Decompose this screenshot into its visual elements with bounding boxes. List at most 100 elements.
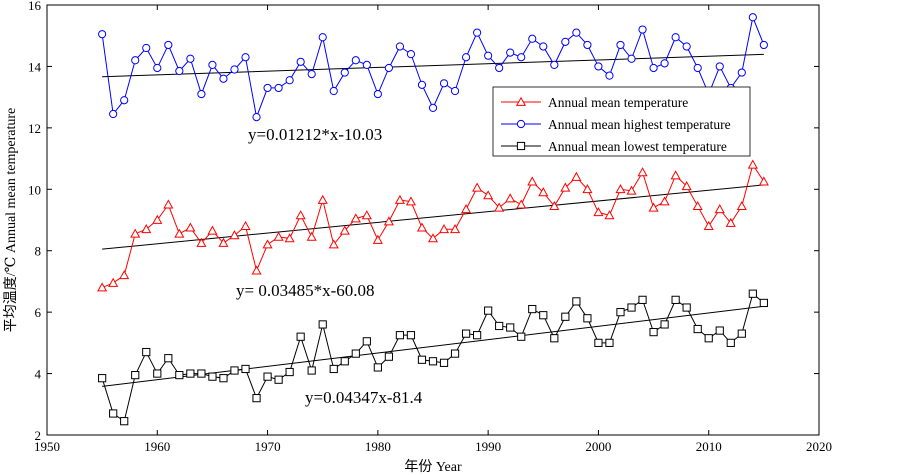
data-point (384, 352, 393, 361)
data-point (142, 347, 151, 357)
data-point (196, 237, 207, 247)
data-point (98, 30, 107, 39)
data-point (759, 298, 768, 308)
data-point (153, 369, 162, 378)
data-point (626, 185, 637, 195)
data-point (153, 63, 162, 73)
data-point (737, 68, 746, 77)
data-point (494, 202, 505, 212)
data-point (758, 176, 769, 186)
y-tick-label: 4 (35, 367, 42, 382)
data-point (362, 60, 371, 69)
data-point (528, 304, 537, 314)
data-point (571, 171, 582, 181)
x-tick-label: 1960 (144, 439, 170, 454)
data-point (164, 40, 173, 50)
data-point (109, 409, 118, 418)
data-point (208, 60, 217, 69)
data-point (428, 103, 438, 112)
data-point (539, 42, 548, 51)
data-point (594, 62, 603, 71)
data-point (671, 33, 680, 42)
data-point (219, 74, 228, 83)
data-point (252, 113, 261, 122)
data-point (682, 303, 691, 312)
legend-marker (515, 96, 527, 106)
x-tick-label: 2010 (696, 439, 722, 454)
data-point (506, 323, 515, 332)
data-point (627, 54, 636, 63)
data-point (130, 228, 141, 238)
data-point (638, 295, 647, 304)
data-point (616, 40, 625, 50)
data-point (693, 63, 702, 73)
equation-lowest: y=0.04347x-81.4 (305, 388, 423, 407)
data-point (495, 321, 504, 331)
data-point (98, 374, 107, 383)
data-point (638, 25, 647, 34)
data-point (361, 210, 372, 220)
legend-marker (516, 119, 526, 129)
legend-label: Annual mean highest temperature (548, 117, 731, 132)
data-point (427, 233, 439, 243)
data-point (649, 328, 658, 337)
data-point (274, 375, 283, 384)
y-tick-label: 16 (28, 0, 42, 13)
x-tick-label: 1950 (34, 439, 60, 454)
data-point (660, 320, 669, 329)
data-point (726, 338, 735, 347)
data-point (174, 228, 185, 238)
data-point (417, 355, 427, 364)
trendline (102, 53, 764, 78)
data-point (274, 83, 283, 93)
ticks: 1950 1960 1970 1980 1990 2000 2010 2020 2 4 6 8 10 12… (28, 0, 832, 454)
data-point (483, 190, 494, 200)
data-point (527, 176, 538, 186)
data-point (517, 332, 526, 341)
data-point (582, 184, 593, 194)
data-point (703, 220, 714, 231)
x-tick-label: 2000 (585, 439, 611, 454)
data-point (318, 320, 327, 329)
data-point (230, 65, 239, 74)
legend-item: Annual mean temperature (501, 95, 688, 110)
data-point (142, 43, 151, 53)
y-tick-label: 12 (28, 121, 41, 136)
data-point (627, 303, 636, 312)
data-point (230, 366, 239, 375)
data-point (373, 363, 382, 372)
data-point (285, 367, 294, 377)
data-point (295, 210, 306, 220)
data-point (405, 196, 416, 206)
data-point (163, 199, 174, 209)
data-point (693, 324, 702, 334)
data-point (561, 312, 570, 321)
data-point (175, 371, 184, 380)
data-point (583, 40, 592, 50)
data-point (506, 48, 515, 57)
data-point (681, 180, 692, 191)
x-tick-label: 1980 (365, 439, 391, 454)
data-point (207, 225, 218, 235)
data-point (119, 270, 130, 280)
data-point (284, 233, 295, 243)
data-point (186, 369, 195, 378)
data-point (351, 349, 360, 358)
data-point (549, 200, 560, 211)
data-point (417, 80, 427, 89)
data-point (649, 63, 658, 73)
data-point (715, 326, 724, 335)
legend-box (492, 86, 751, 157)
data-point (516, 199, 527, 209)
data-point (108, 277, 119, 287)
data-point (406, 50, 416, 59)
data-point (484, 306, 493, 315)
data-point (383, 216, 394, 226)
data-point (131, 371, 140, 380)
data-point (394, 194, 405, 204)
data-point (505, 193, 516, 203)
data-point (197, 369, 206, 378)
data-point (561, 37, 570, 46)
series-square (98, 289, 768, 426)
